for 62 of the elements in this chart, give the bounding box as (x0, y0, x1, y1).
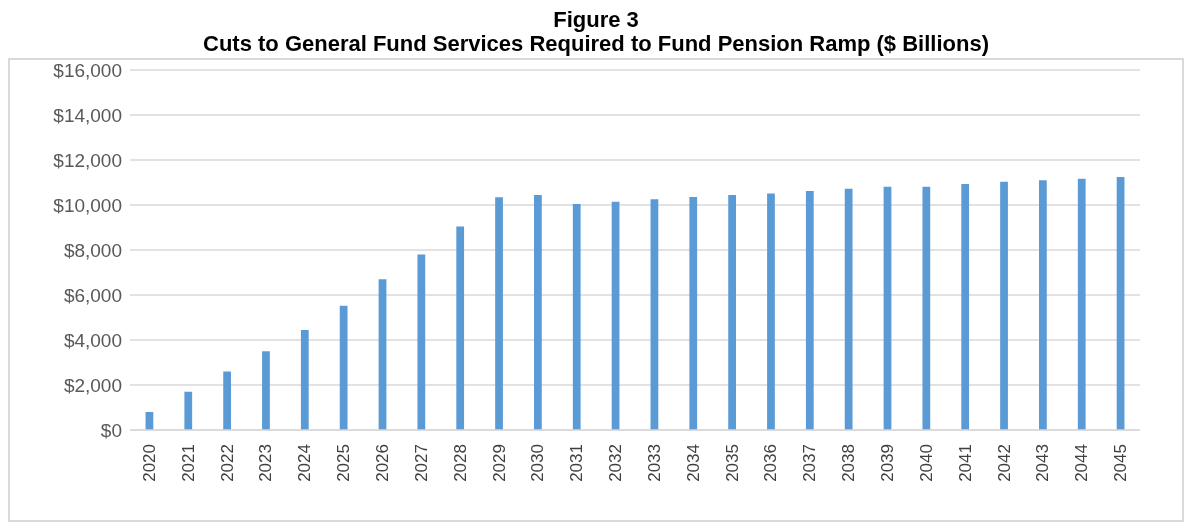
bar (184, 391, 193, 430)
y-tick-label: $14,000 (53, 104, 122, 126)
bar (417, 254, 426, 430)
y-tick-label: $10,000 (53, 194, 122, 216)
bar (1039, 180, 1047, 430)
bar (534, 194, 542, 430)
x-tick-label: 2031 (567, 444, 587, 482)
x-tick-label: 2024 (295, 444, 315, 482)
bar (1116, 177, 1125, 430)
x-tick-label: 2028 (450, 444, 470, 482)
bar (767, 193, 775, 430)
x-tick-label: 2027 (411, 444, 431, 482)
bar (223, 371, 231, 430)
x-tick-label: 2039 (878, 444, 897, 482)
bar (728, 194, 736, 430)
x-tick-label: 2041 (955, 444, 975, 482)
bar (495, 197, 503, 430)
x-tick-label: 2032 (606, 444, 626, 482)
bar (650, 199, 659, 430)
x-tick-label: 2037 (800, 444, 820, 482)
bar (961, 184, 970, 430)
y-tick-label: $16,000 (53, 59, 122, 81)
y-tick-label: $0 (100, 419, 122, 441)
x-tick-label: 2044 (1072, 444, 1092, 482)
chart-subtitle: Cuts to General Fund Services Required to Fund Pension Ramp ($ Billions) (202, 31, 990, 56)
bar (611, 201, 620, 430)
chart-title: Figure 3 (552, 7, 640, 32)
bar (1000, 181, 1008, 430)
y-tick-label: $6,000 (63, 284, 122, 306)
x-tick-label: 2035 (722, 444, 742, 482)
y-tick-label: $8,000 (63, 239, 122, 261)
x-tick-label: 2043 (1033, 444, 1053, 482)
y-tick-label: $2,000 (63, 374, 122, 396)
x-tick-label: 2026 (373, 444, 392, 482)
x-tick-label: 2023 (256, 444, 276, 482)
bar (922, 186, 931, 430)
bar (805, 191, 814, 430)
bar (262, 351, 270, 430)
x-tick-label: 2029 (489, 444, 509, 482)
bar (572, 203, 581, 430)
bar (339, 305, 348, 430)
bar (300, 329, 309, 430)
x-tick-label: 2020 (139, 444, 159, 482)
x-tick-label: 2034 (683, 444, 703, 482)
x-tick-label: 2042 (994, 444, 1014, 482)
bar (378, 279, 387, 430)
x-tick-label: 2040 (916, 444, 936, 482)
bar (1077, 178, 1086, 430)
bar (883, 186, 892, 430)
x-tick-label: 2038 (839, 444, 859, 482)
bar (456, 226, 465, 430)
y-tick-label: $12,000 (53, 149, 122, 171)
x-tick-label: 2033 (644, 444, 664, 482)
x-tick-label: 2036 (761, 444, 781, 482)
x-tick-label: 2025 (334, 444, 354, 482)
bar (689, 196, 698, 430)
x-tick-label: 2021 (178, 444, 198, 482)
x-tick-label: 2030 (528, 444, 548, 482)
x-tick-label: 2022 (217, 444, 237, 482)
bar (844, 188, 853, 430)
y-tick-label: $4,000 (63, 329, 122, 351)
x-tick-label: 2045 (1111, 444, 1131, 482)
